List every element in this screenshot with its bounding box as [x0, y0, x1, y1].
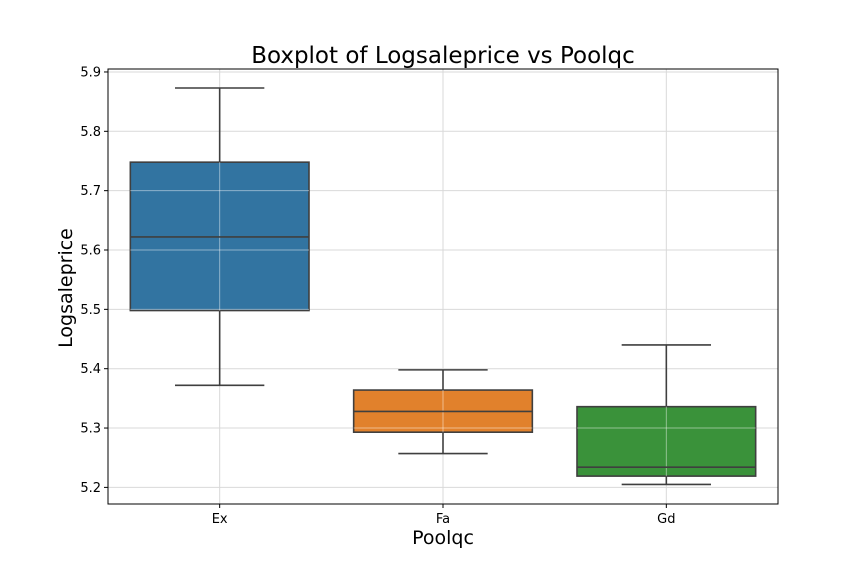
y-tick-label: 5.8 [80, 125, 101, 140]
y-axis-label: Logsaleprice [55, 228, 77, 348]
x-tick-label: Ex [212, 512, 228, 527]
x-axis-label: Poolqc [412, 527, 474, 549]
box-Fa [352, 369, 534, 455]
y-tick-label: 5.5 [80, 303, 101, 318]
y-tick-label: 5.2 [80, 481, 101, 496]
box-Gd [576, 344, 757, 486]
chart-title: Boxplot of Logsaleprice vs Poolqc [251, 43, 635, 69]
y-tick-label: 5.7 [80, 184, 101, 199]
boxes [129, 87, 757, 486]
y-tick-label: 5.6 [80, 244, 101, 259]
x-tick-label: Gd [657, 512, 675, 527]
x-tick-label: Fa [436, 512, 450, 527]
y-tick-label: 5.4 [80, 362, 101, 377]
iqr-box [576, 405, 757, 477]
y-tick-label: 5.9 [80, 65, 101, 80]
x-ticks: Ex Fa Gd [212, 504, 675, 527]
y-ticks: 5.2 5.3 5.4 5.5 5.6 5.7 5.8 5.9 [80, 65, 108, 496]
box-Ex [129, 87, 310, 387]
y-tick-label: 5.3 [80, 422, 101, 437]
